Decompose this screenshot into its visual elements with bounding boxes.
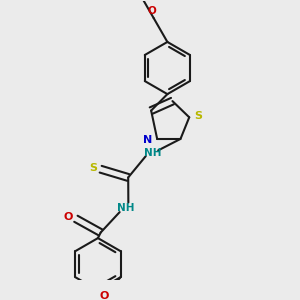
Text: S: S — [89, 163, 97, 173]
Text: NH: NH — [117, 203, 134, 213]
Text: O: O — [148, 6, 157, 16]
Text: O: O — [64, 212, 73, 222]
Text: S: S — [194, 111, 202, 121]
Text: O: O — [99, 292, 109, 300]
Text: N: N — [143, 134, 152, 145]
Text: NH: NH — [144, 148, 162, 158]
